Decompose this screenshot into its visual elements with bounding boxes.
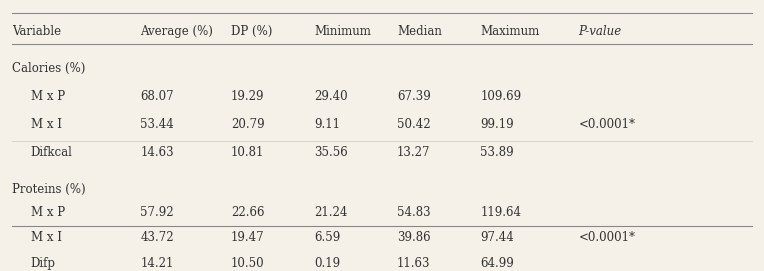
Text: 22.66: 22.66: [231, 206, 264, 219]
Text: 14.21: 14.21: [140, 257, 173, 270]
Text: 54.83: 54.83: [397, 206, 431, 219]
Text: <0.0001*: <0.0001*: [578, 231, 636, 244]
Text: 21.24: 21.24: [314, 206, 348, 219]
Text: 29.40: 29.40: [314, 90, 348, 103]
Text: 19.29: 19.29: [231, 90, 264, 103]
Text: P-value: P-value: [578, 25, 622, 38]
Text: Difkcal: Difkcal: [31, 146, 73, 159]
Text: <0.0001*: <0.0001*: [578, 118, 636, 131]
Text: 10.81: 10.81: [231, 146, 264, 159]
Text: 19.47: 19.47: [231, 231, 264, 244]
Text: 13.27: 13.27: [397, 146, 431, 159]
Text: Average (%): Average (%): [140, 25, 213, 38]
Text: M x P: M x P: [31, 206, 65, 219]
Text: Proteins (%): Proteins (%): [11, 183, 86, 196]
Text: 64.99: 64.99: [481, 257, 514, 270]
Text: 53.89: 53.89: [481, 146, 514, 159]
Text: 99.19: 99.19: [481, 118, 514, 131]
Text: 43.72: 43.72: [140, 231, 174, 244]
Text: 67.39: 67.39: [397, 90, 431, 103]
Text: 20.79: 20.79: [231, 118, 264, 131]
Text: M x P: M x P: [31, 90, 65, 103]
Text: 109.69: 109.69: [481, 90, 521, 103]
Text: 6.59: 6.59: [314, 231, 340, 244]
Text: 119.64: 119.64: [481, 206, 521, 219]
Text: 35.56: 35.56: [314, 146, 348, 159]
Text: 97.44: 97.44: [481, 231, 514, 244]
Text: 9.11: 9.11: [314, 118, 340, 131]
Text: 0.19: 0.19: [314, 257, 340, 270]
Text: 53.44: 53.44: [140, 118, 174, 131]
Text: Variable: Variable: [11, 25, 61, 38]
Text: 39.86: 39.86: [397, 231, 431, 244]
Text: Minimum: Minimum: [314, 25, 371, 38]
Text: 68.07: 68.07: [140, 90, 174, 103]
Text: 14.63: 14.63: [140, 146, 174, 159]
Text: Median: Median: [397, 25, 442, 38]
Text: DP (%): DP (%): [231, 25, 272, 38]
Text: 57.92: 57.92: [140, 206, 174, 219]
Text: Maximum: Maximum: [481, 25, 539, 38]
Text: 50.42: 50.42: [397, 118, 431, 131]
Text: Calories (%): Calories (%): [11, 62, 85, 75]
Text: 10.50: 10.50: [231, 257, 264, 270]
Text: 11.63: 11.63: [397, 257, 431, 270]
Text: Difp: Difp: [31, 257, 56, 270]
Text: M x I: M x I: [31, 118, 62, 131]
Text: M x I: M x I: [31, 231, 62, 244]
